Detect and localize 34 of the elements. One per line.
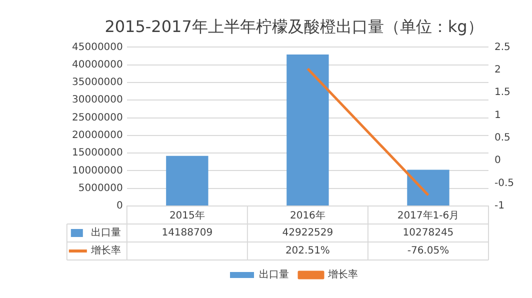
y2-tick-label: 1.5 bbox=[494, 87, 510, 98]
y2-tick-label: 0 bbox=[494, 155, 501, 166]
y2-tick-label: 1 bbox=[494, 110, 501, 121]
y-tick-label: 45000000 bbox=[72, 42, 123, 53]
y-tick-label: 40000000 bbox=[72, 59, 123, 70]
data-label: 14188709 bbox=[162, 228, 213, 239]
y-tick-label: 20000000 bbox=[72, 130, 123, 142]
x-tick-label: 2015年 bbox=[169, 210, 205, 222]
y-tick-label: 25000000 bbox=[72, 112, 123, 124]
text: 增长率 bbox=[90, 246, 121, 257]
y2-tick-label: -1 bbox=[494, 200, 504, 212]
legend-label: 增长率 bbox=[327, 268, 358, 281]
text: 出口量 bbox=[259, 270, 289, 281]
bar bbox=[166, 156, 208, 206]
chart-title: 2015-2017年上半年柠檬及酸橙出口量（单位：kg） bbox=[104, 16, 484, 36]
y2-tick-label: -0.5 bbox=[494, 178, 514, 189]
y-tick-label: 10000000 bbox=[72, 165, 123, 176]
y-tick-label: 5000000 bbox=[78, 182, 123, 194]
y-tick-label: 35000000 bbox=[72, 77, 123, 88]
data-label: 202.51% bbox=[285, 246, 330, 257]
y-tick-label: 0 bbox=[116, 200, 123, 212]
x-tick-label: 2017年1-6月 bbox=[397, 210, 460, 222]
x-tick-label: 2016年 bbox=[290, 210, 326, 222]
y2-tick-label: 2 bbox=[494, 64, 501, 76]
y2-tick-label: 0.5 bbox=[494, 132, 510, 144]
legend-label: 出口量 bbox=[90, 226, 121, 239]
data-label: 10278245 bbox=[402, 228, 454, 239]
data-label: 42922529 bbox=[282, 228, 334, 239]
y2-tick-label: 2.5 bbox=[494, 42, 510, 53]
bar bbox=[286, 54, 329, 206]
bar bbox=[407, 170, 450, 206]
y-tick-label: 30000000 bbox=[72, 94, 123, 106]
y-tick-label: 15000000 bbox=[72, 148, 123, 159]
data-label: -76.05% bbox=[407, 246, 450, 257]
